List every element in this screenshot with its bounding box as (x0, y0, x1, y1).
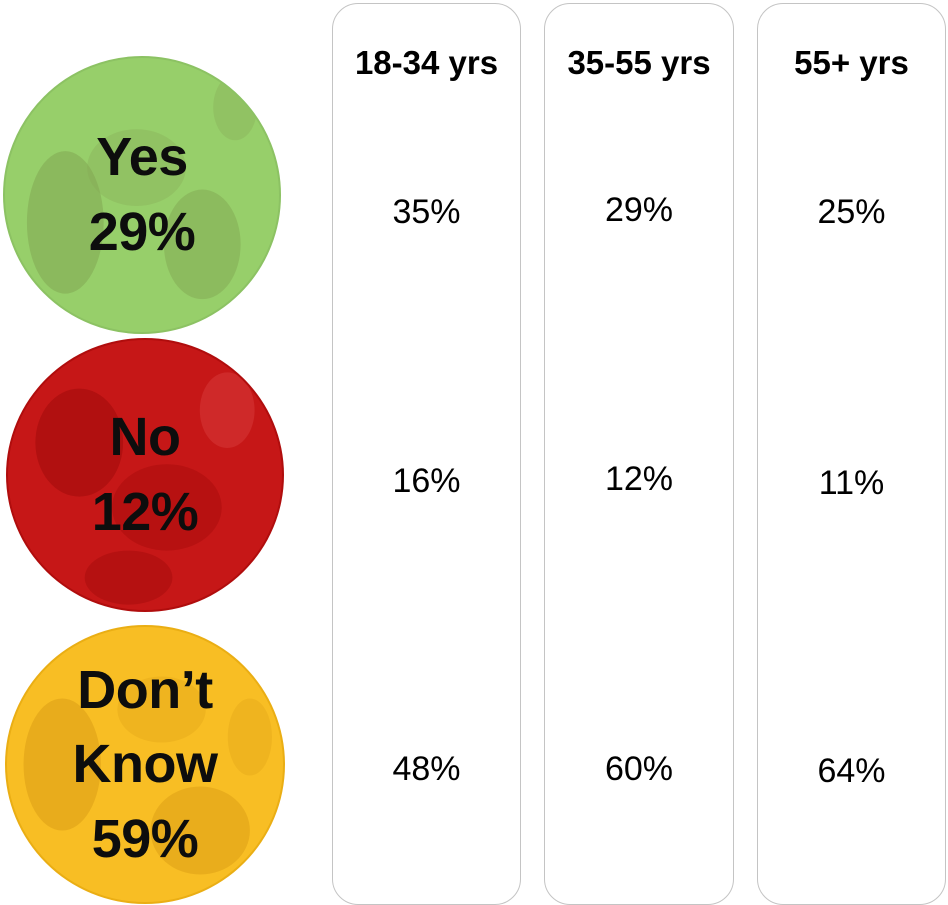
response-label: No (109, 407, 181, 468)
response-label-line1: Don’t (77, 659, 213, 720)
response-label-line2: Know (72, 734, 218, 795)
value-no: 11% (818, 464, 885, 502)
column-header: 35-55 yrs (567, 44, 711, 81)
response-total: 59% (91, 808, 199, 869)
response-total: 29% (88, 202, 196, 262)
age-column-55-plus: 55+ yrs 25% 11% 64% (757, 3, 946, 905)
value-dont-know: 64% (817, 752, 886, 790)
texture-pattern (26, 74, 258, 300)
response-circle-yes: Yes 29% (3, 56, 281, 334)
value-yes: 35% (392, 193, 461, 231)
value-dont-know: 48% (392, 750, 461, 788)
age-column-18-34: 18-34 yrs 35% 16% 48% (332, 3, 521, 905)
value-no: 12% (604, 460, 674, 498)
column-header: 18-34 yrs (354, 44, 499, 81)
value-no: 16% (392, 462, 461, 500)
response-circle-no: No 12% (6, 338, 284, 612)
age-column-35-55: 35-55 yrs 29% 12% 60% (544, 3, 734, 905)
response-total: 12% (91, 482, 199, 542)
texture-pattern (23, 676, 272, 875)
value-yes: 25% (817, 193, 886, 231)
column-header: 55+ yrs (794, 44, 909, 81)
texture-pattern (35, 372, 255, 605)
value-yes: 29% (604, 191, 674, 229)
response-label: Yes (96, 127, 188, 188)
response-circle-dont-know: Don’t Know 59% (5, 625, 285, 904)
value-dont-know: 60% (604, 750, 674, 788)
